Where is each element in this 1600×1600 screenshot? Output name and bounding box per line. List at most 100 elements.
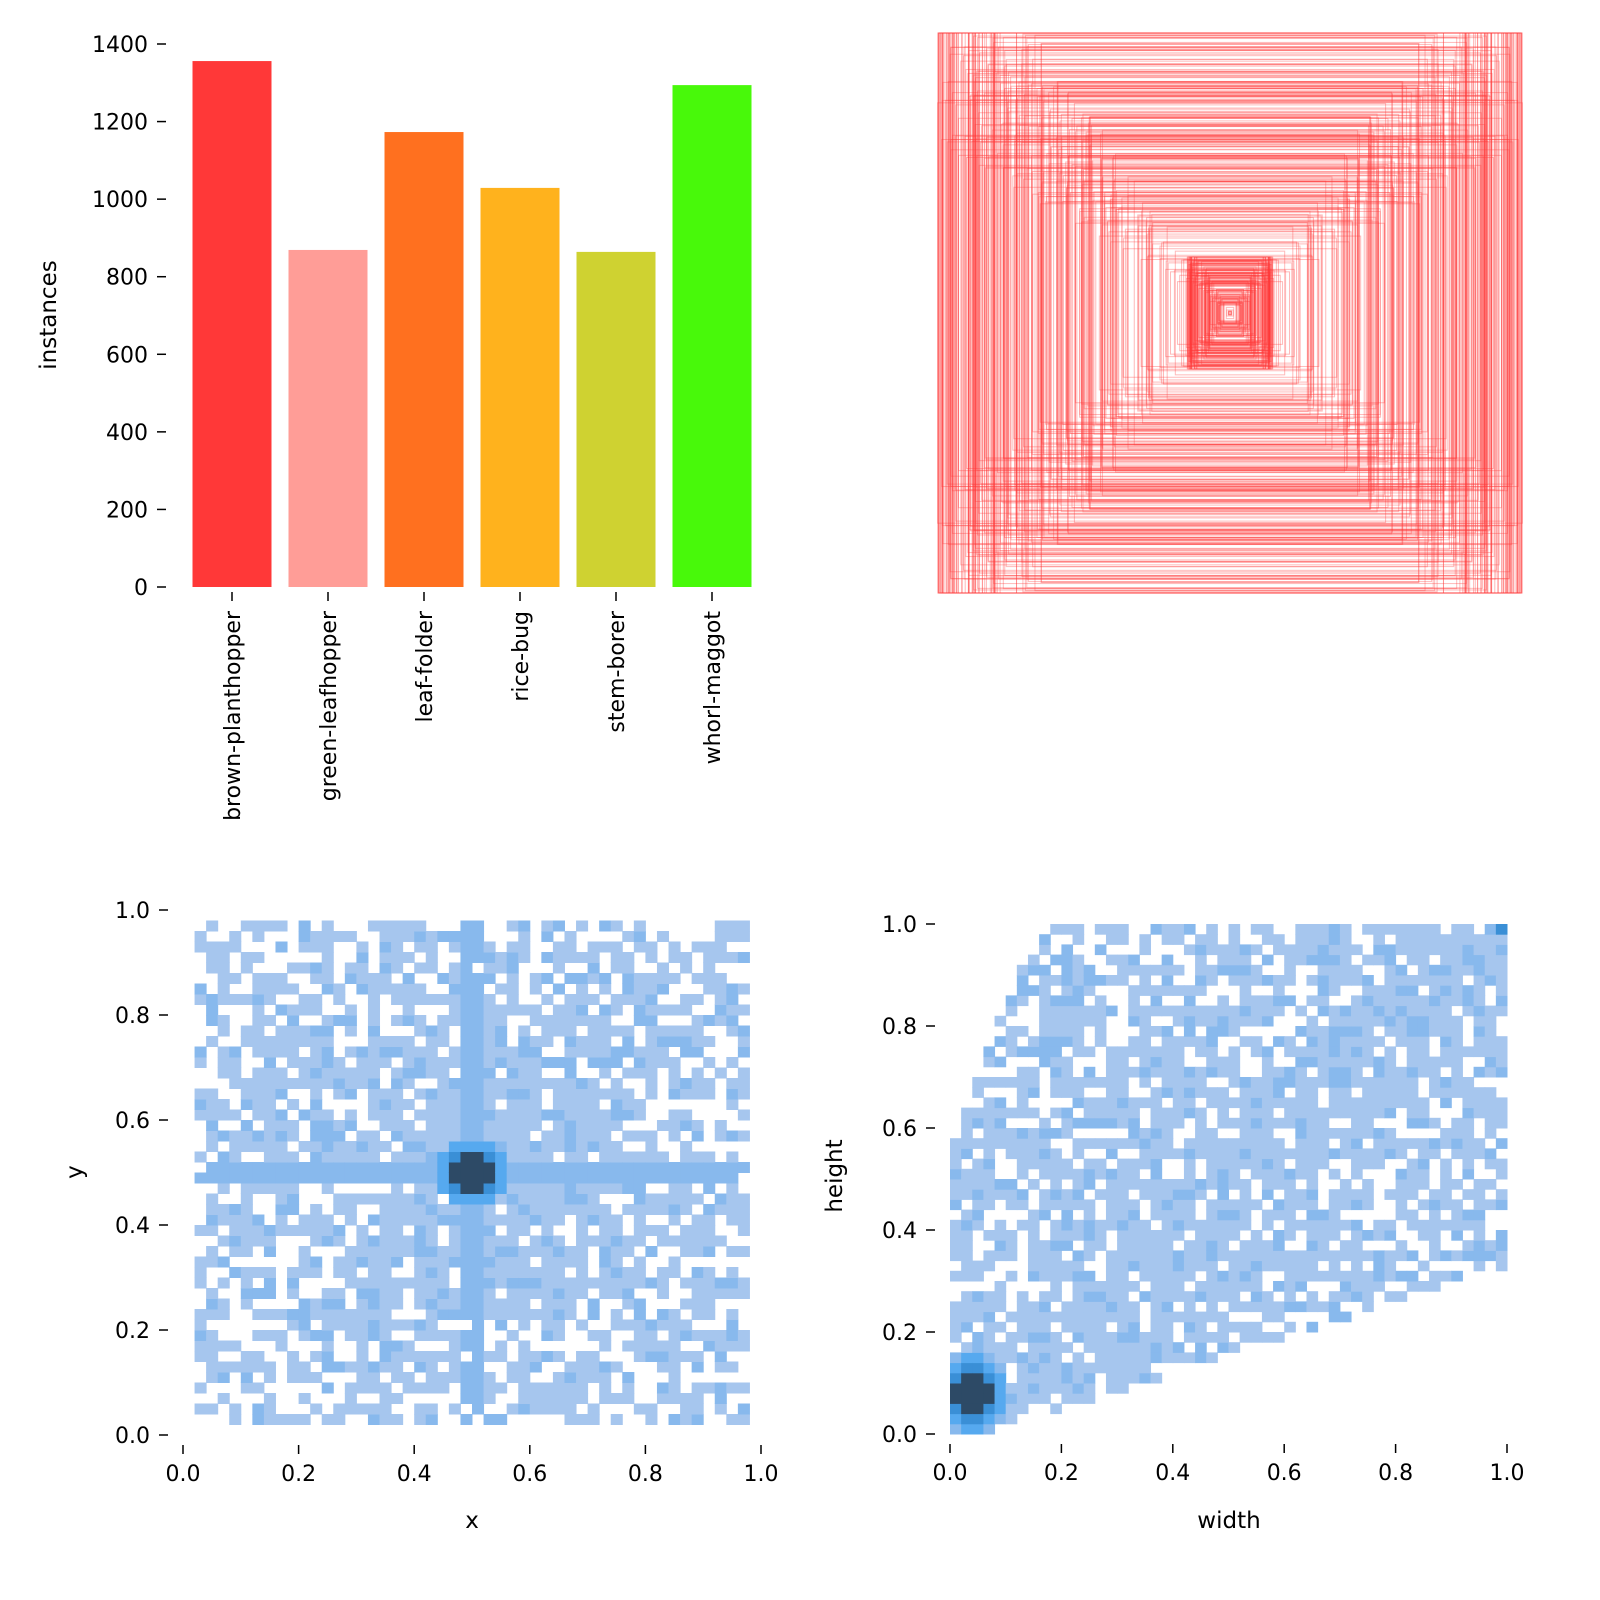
bbox — [1040, 43, 1420, 583]
heatmap-cell — [1150, 1230, 1163, 1241]
bbox — [1218, 305, 1242, 321]
bbox — [951, 134, 1509, 492]
heatmap-cell — [414, 1246, 427, 1257]
heatmap-cell — [437, 1183, 450, 1194]
heatmap-cell — [1150, 1199, 1163, 1211]
heatmap-cell — [1050, 1046, 1062, 1058]
bbox — [1018, 81, 1442, 545]
y-tick-label: 0.0 — [882, 1423, 917, 1448]
heatmap-cell — [344, 1109, 357, 1121]
heatmap-cell — [1217, 1311, 1229, 1323]
heatmap-cell — [587, 962, 600, 974]
heatmap-cell — [1306, 1179, 1319, 1190]
heatmap-cell — [1139, 1015, 1152, 1027]
heatmap-cell — [1317, 924, 1330, 935]
heatmap-cell — [610, 952, 623, 963]
heatmap-cell — [983, 1056, 996, 1068]
heatmap-cell — [506, 1088, 519, 1100]
heatmap-cell — [656, 1309, 670, 1320]
heatmap-cell — [1061, 1393, 1074, 1404]
bbox — [1076, 125, 1384, 501]
heatmap-cell — [541, 1277, 554, 1289]
heatmap-cell — [1351, 1260, 1363, 1272]
heatmap-cell — [599, 1288, 612, 1299]
heatmap-cell — [1195, 934, 1207, 945]
bbox — [1082, 113, 1378, 513]
heatmap-cell — [1105, 1056, 1118, 1068]
heatmap-cell — [610, 1256, 623, 1268]
heatmap-cell — [506, 962, 519, 974]
heatmap-cell — [1172, 934, 1185, 945]
heatmap-cell — [367, 1078, 381, 1089]
heatmap-cell — [518, 1298, 531, 1310]
heatmap-cell — [1094, 1352, 1107, 1364]
bbox — [1013, 186, 1447, 440]
heatmap-cell — [483, 1214, 496, 1226]
heatmap-cell — [229, 1057, 242, 1068]
heatmap-cell — [1373, 944, 1385, 956]
heatmap-cell — [1362, 1148, 1374, 1160]
heatmap-cell — [541, 1225, 554, 1236]
heatmap-cell — [1083, 1219, 1096, 1231]
heatmap-cell — [1183, 1199, 1196, 1211]
heatmap-cell — [1050, 1230, 1062, 1241]
bbox — [1038, 196, 1422, 430]
heatmap-cell — [1239, 1087, 1252, 1098]
heatmap-cell — [1306, 924, 1319, 935]
heatmap-cell — [714, 1130, 727, 1142]
heatmap-cell — [564, 1204, 577, 1215]
heatmap-cell — [610, 1183, 623, 1194]
heatmap-cell — [1128, 1219, 1140, 1231]
heatmap-cell — [1195, 1219, 1207, 1231]
heatmap-cell — [622, 1025, 635, 1037]
heatmap-cell — [714, 1382, 727, 1394]
heatmap-cell — [495, 1141, 508, 1152]
heatmap-cell — [1139, 1026, 1152, 1037]
heatmap-cell — [1284, 1107, 1296, 1119]
heatmap-cell — [1072, 1260, 1085, 1272]
heatmap-cell — [1339, 1250, 1352, 1262]
heatmap-cell — [633, 1162, 646, 1173]
heatmap-cell — [1484, 1005, 1497, 1017]
heatmap-cell — [1195, 1148, 1207, 1160]
heatmap-cell — [1451, 1026, 1463, 1037]
heatmap-cell — [252, 1267, 265, 1278]
bbox — [1220, 295, 1240, 331]
bbox — [1068, 155, 1392, 471]
heatmap-cell — [1484, 1158, 1497, 1170]
heatmap-cell — [1373, 1077, 1385, 1088]
heatmap-cell — [552, 920, 565, 932]
heatmap-cell — [287, 1372, 300, 1383]
heatmap-cell — [1440, 985, 1452, 996]
heatmap-cell — [1495, 1189, 1508, 1200]
heatmap-cell — [1039, 1362, 1051, 1374]
heatmap-cell — [552, 962, 565, 974]
heatmap-cell — [1339, 954, 1352, 966]
heatmap-cell — [1261, 1260, 1274, 1272]
heatmap-cell — [1417, 1281, 1430, 1292]
x-tick-label: 0.0 — [166, 1462, 201, 1487]
heatmap-cell — [541, 952, 554, 963]
heatmap-cell — [691, 1036, 704, 1047]
heatmap-cell — [961, 1209, 973, 1221]
heatmap-cell — [587, 1099, 600, 1110]
heatmap-cell — [1094, 1230, 1107, 1241]
heatmap-cell — [983, 1046, 996, 1058]
heatmap-cell — [460, 1235, 473, 1247]
heatmap-cell — [950, 1240, 962, 1251]
heatmap-cell — [425, 941, 438, 953]
heatmap-cell — [275, 1036, 288, 1047]
heatmap-cell — [1094, 1311, 1107, 1323]
heatmap-cell — [495, 962, 508, 974]
heatmap-cell — [961, 1230, 973, 1241]
heatmap-cell — [425, 1046, 438, 1058]
bbox — [1216, 301, 1244, 325]
heatmap-cell — [1183, 1291, 1196, 1302]
heatmap-cell — [506, 1288, 519, 1299]
bbox — [979, 141, 1481, 485]
heatmap-cell — [576, 1109, 589, 1121]
heatmap-cell — [983, 1423, 996, 1435]
heatmap-cell — [1050, 1219, 1062, 1231]
heatmap-cell — [1484, 1240, 1497, 1251]
heatmap-cell — [1495, 1138, 1508, 1149]
